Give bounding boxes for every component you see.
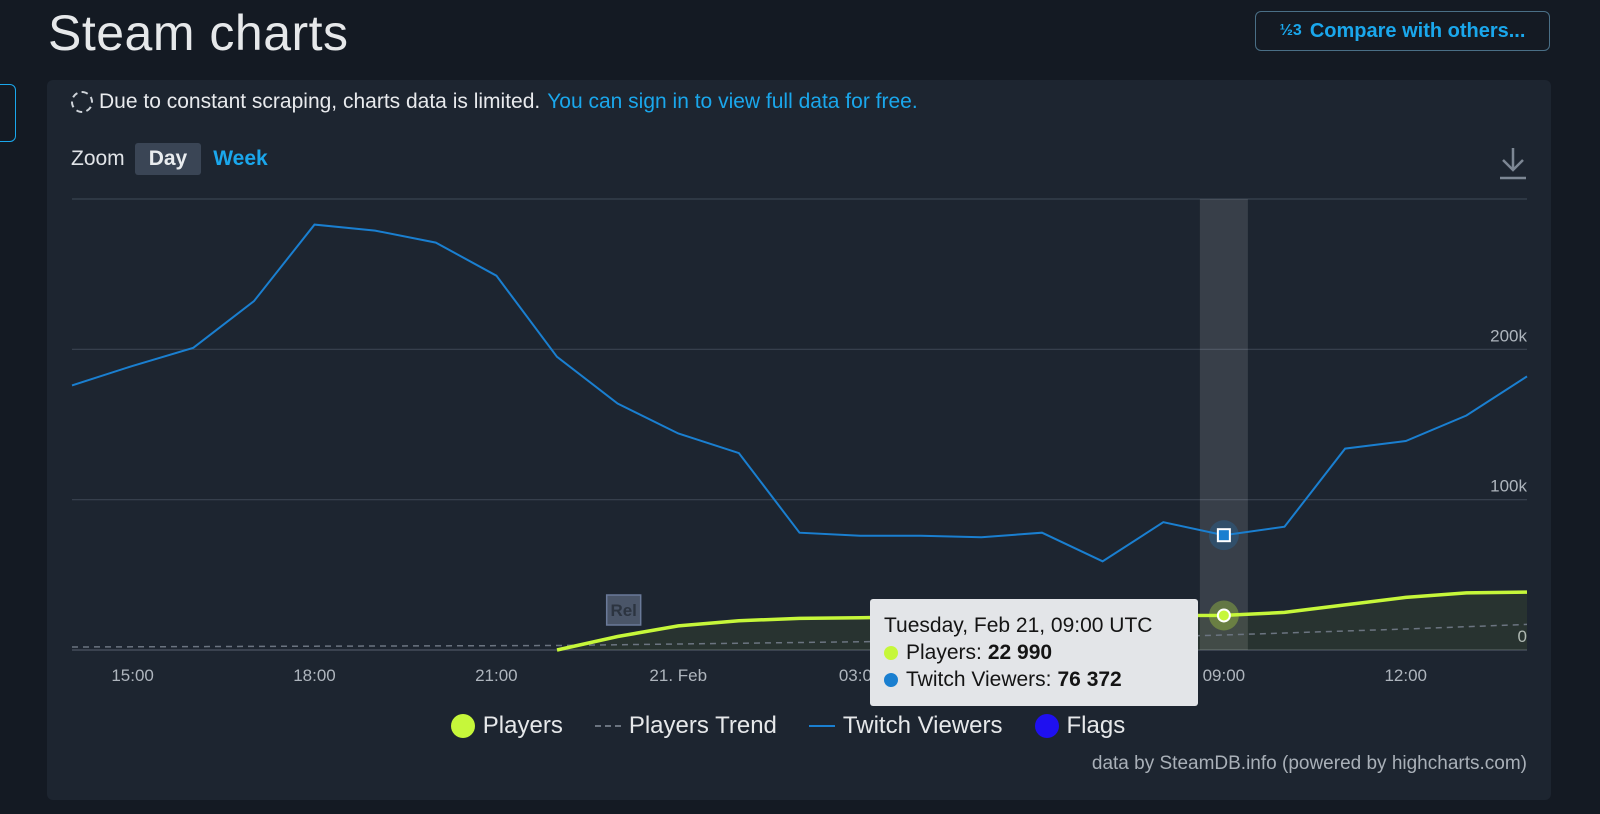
x-tick-label: 09:00 [1203, 666, 1246, 685]
fraction-icon: ½3 [1279, 22, 1302, 39]
trend-legend-icon [594, 725, 621, 727]
flags-legend-icon [1034, 714, 1059, 738]
twitch-viewers-line [71, 223, 1528, 563]
x-tick-label: 18:00 [293, 666, 336, 685]
sign-in-link[interactable]: You can sign in to view full data for fr… [547, 90, 918, 113]
chart-panel: Due to constant scraping, charts data is… [47, 80, 1551, 800]
zoom-day-button[interactable]: Day [134, 143, 202, 175]
legend-twitch-viewers[interactable]: Twitch Viewers [808, 712, 1003, 740]
legend-twitch-label: Twitch Viewers [842, 712, 1003, 739]
loading-spinner-icon [71, 91, 93, 113]
page-title: Steam charts [48, 5, 349, 61]
x-tick-label: 15:00 [111, 666, 154, 685]
y-axis-labels: 0 100k 200k [1490, 326, 1527, 646]
legend-players[interactable]: Players [450, 712, 563, 740]
side-panel-edge[interactable] [0, 84, 16, 142]
tooltip-title: Tuesday, Feb 21, 09:00 UTC [884, 614, 1153, 637]
zoom-controls: Zoom Day Week [71, 143, 280, 175]
tooltip-twitch-row: Twitch Viewers: 76 372 [884, 666, 1184, 693]
tooltip-twitch-value: 76 372 [1057, 668, 1122, 691]
legend-trend-label: Players Trend [628, 712, 777, 739]
x-tick-label: 12:00 [1384, 666, 1427, 685]
download-icon[interactable] [1498, 146, 1528, 180]
notice-text: Due to constant scraping, charts data is… [99, 90, 541, 113]
zoom-week-button[interactable]: Week [213, 147, 268, 170]
legend-players-label: Players [482, 712, 563, 739]
players-dot-icon [884, 645, 898, 660]
legend-flags[interactable]: Flags [1034, 712, 1126, 740]
tooltip-players-label: Players: [906, 641, 982, 664]
release-flag-label: Rel [610, 601, 636, 620]
y-tick-label: 0 [1518, 627, 1527, 646]
compare-with-others-button[interactable]: ½3 Compare with others... [1255, 11, 1550, 51]
twitch-hover-marker [1216, 528, 1231, 543]
zoom-label: Zoom [71, 147, 125, 170]
compare-button-label: Compare with others... [1309, 19, 1526, 42]
players-legend-icon [450, 714, 475, 738]
chart-tooltip: Tuesday, Feb 21, 09:00 UTC Players: 22 9… [870, 599, 1198, 706]
twitch-legend-icon [808, 725, 835, 727]
x-tick-label: 21:00 [475, 666, 518, 685]
y-tick-label: 200k [1490, 326, 1527, 345]
tooltip-players-value: 22 990 [987, 641, 1053, 664]
chart-credits[interactable]: data by SteamDB.info (powered by highcha… [1091, 753, 1527, 774]
tooltip-players-row: Players: 22 990 [884, 639, 1184, 666]
release-flag[interactable]: Rel [605, 594, 642, 626]
twitch-dot-icon [884, 672, 898, 687]
tooltip-twitch-label: Twitch Viewers: [906, 668, 1052, 691]
chart-grid [72, 198, 1527, 651]
scraping-notice: Due to constant scraping, charts data is… [71, 90, 918, 114]
y-tick-label: 100k [1490, 477, 1527, 496]
hover-markers [1208, 520, 1239, 631]
hover-highlight-band [1199, 199, 1248, 650]
players-hover-marker [1216, 608, 1231, 623]
x-tick-label: 21. Feb [649, 666, 707, 685]
legend-flags-label: Flags [1066, 712, 1126, 739]
chart-legend: Players Players Trend Twitch Viewers Fla… [0, 712, 1600, 740]
legend-players-trend[interactable]: Players Trend [594, 712, 777, 740]
